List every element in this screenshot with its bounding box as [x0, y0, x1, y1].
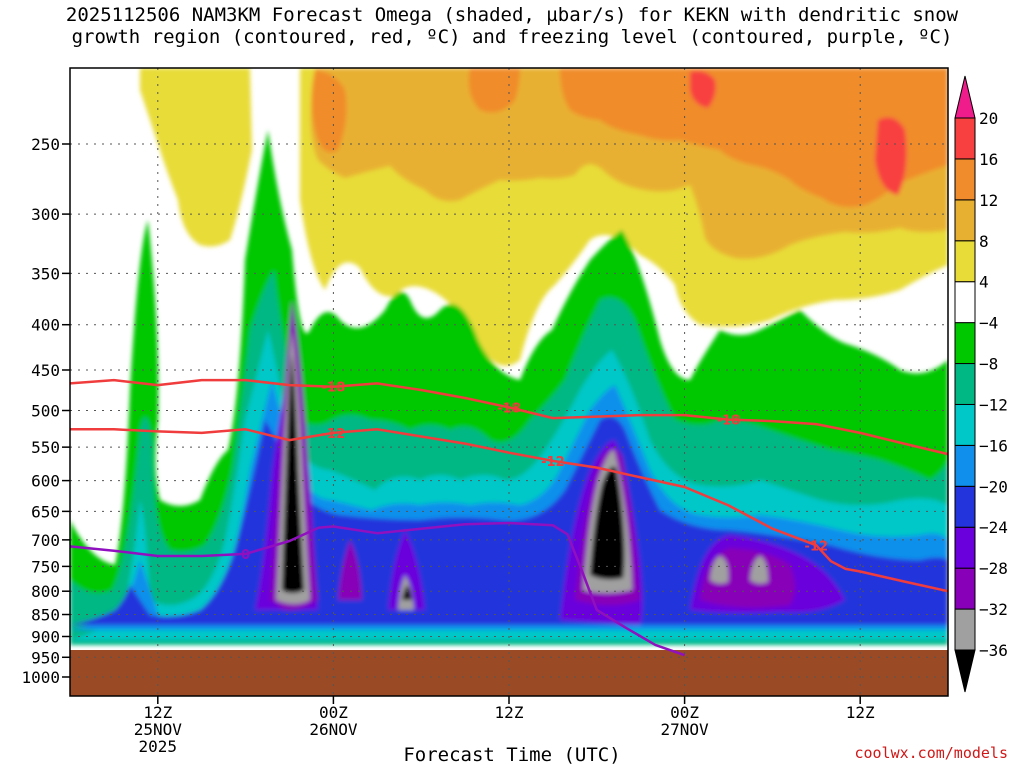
colorbar-bin: [954, 158, 976, 201]
omega-region-pos12-a: [468, 68, 520, 113]
x-tick-label: 2025: [139, 737, 178, 756]
x-tick-label: 12Z: [143, 703, 172, 722]
colorbar-label: −36: [979, 641, 1008, 660]
y-tick-label: 550: [31, 438, 60, 457]
x-tick-label: 25NOV: [134, 720, 183, 739]
contour-dgz_minus12: [70, 428, 949, 593]
chart-title-line2: growth region (contoured, red, ºC) and f…: [71, 26, 953, 48]
omega-region-pos12-c: [311, 70, 347, 153]
y-tick-label: 350: [31, 264, 60, 283]
y-tick-label: 400: [31, 316, 60, 335]
colorbar-bin: [954, 649, 976, 693]
y-tick-label: 800: [31, 582, 60, 601]
omega-region-neg28-b: [338, 540, 362, 600]
colorbar-bin: [954, 75, 976, 119]
colorbar-bin: [954, 567, 976, 610]
colorbar-label: −24: [979, 518, 1008, 537]
y-tick-label: 1000: [21, 668, 60, 687]
contour-label-freezing_level: 0: [241, 548, 250, 563]
y-tick-label: 650: [31, 502, 60, 521]
colorbar-bin: [954, 608, 976, 651]
colorbar-label: 20: [979, 109, 998, 128]
y-tick-label: 950: [31, 648, 60, 667]
y-tick-label: 750: [31, 557, 60, 576]
omega-region-neg36-b: [590, 466, 625, 580]
omega-region-pos16-b: [875, 117, 907, 195]
colorbar-bin: [954, 526, 976, 569]
grid-lines: [70, 68, 948, 696]
y-tick-label: 900: [31, 627, 60, 646]
colorbar-label: −28: [979, 559, 1008, 578]
colorbar-label: 12: [979, 191, 998, 210]
colorbar-bin: [954, 199, 976, 242]
colorbar-label: 16: [979, 150, 998, 169]
x-tick-label: 12Z: [495, 703, 524, 722]
x-tick-label: 00Z: [670, 703, 699, 722]
omega-region-neg24-b: [388, 530, 425, 610]
x-tick-label: 00Z: [319, 703, 348, 722]
omega-region-pos4-left: [140, 68, 252, 247]
colorbar-bin: [954, 281, 976, 324]
contour-label-dgz_minus18: -18: [497, 401, 521, 416]
y-tick-label: 850: [31, 606, 60, 625]
chart-title-line1: 2025112506 NAM3KM Forecast Omega (shaded…: [65, 4, 959, 26]
colorbar-label: 4: [979, 273, 989, 292]
colorbar-bin: [954, 363, 976, 405]
y-axis: 250 300 350 400 450 500 550 600 650 700 750 800 850 9…: [21, 135, 70, 687]
colorbar-bin: [954, 444, 976, 487]
colorbar-bin: [954, 403, 976, 446]
omega-region-neg32-e: [750, 556, 768, 584]
colorbar-label: 8: [979, 232, 989, 251]
colorbar-bin: [954, 240, 976, 283]
colorbar-label: −8: [979, 355, 998, 374]
colorbar-label: −20: [979, 477, 1008, 496]
omega-region-neg36: [282, 355, 304, 593]
colorbar-label: −12: [979, 395, 1008, 414]
contour-lines: -18 -18 -18 -12 -12 -12 0: [69, 378, 949, 657]
y-tick-label: 700: [31, 531, 60, 550]
credit-text: coolwx.com/models: [854, 744, 1008, 762]
contour-dgz_minus18: [69, 378, 949, 456]
colorbar-bin: [954, 485, 976, 528]
y-tick-label: 250: [31, 135, 60, 154]
omega-region-pos12-b: [560, 68, 948, 207]
x-tick-label: 12Z: [846, 703, 875, 722]
contour-label-dgz_minus12: -12: [322, 427, 346, 442]
y-tick-label: 300: [31, 205, 60, 224]
ground-below-surface: [70, 650, 948, 696]
contour-label-dgz_minus18: -18: [322, 381, 346, 396]
colorbar-bin: [954, 117, 976, 160]
x-tick-label: 27NOV: [661, 720, 710, 739]
y-tick-label: 600: [31, 472, 60, 491]
omega-region-neg32-d: [710, 556, 729, 584]
y-tick-label: 450: [31, 361, 60, 380]
y-tick-label: 500: [31, 402, 60, 421]
omega-region-neg36-c: [402, 585, 412, 600]
colorbar-label: −16: [979, 436, 1008, 455]
omega-region-pos16-a: [690, 71, 716, 108]
contour-label-dgz_minus12: -12: [805, 539, 829, 554]
colorbar-bin: [954, 322, 976, 365]
x-tick-label: 26NOV: [309, 720, 358, 739]
colorbar-label: −4: [979, 314, 998, 333]
contour-label-dgz_minus12: -12: [541, 455, 565, 470]
x-axis-title: Forecast Time (UTC): [403, 744, 621, 766]
contour-label-dgz_minus18: -18: [717, 414, 741, 429]
colorbar-label: −32: [979, 600, 1008, 619]
colorbar: 20 16 12 8 4 −4 −8 −12 −16 −20 −24 −28 −32 −36: [954, 75, 1008, 693]
contour-freezing_level: [69, 521, 686, 657]
